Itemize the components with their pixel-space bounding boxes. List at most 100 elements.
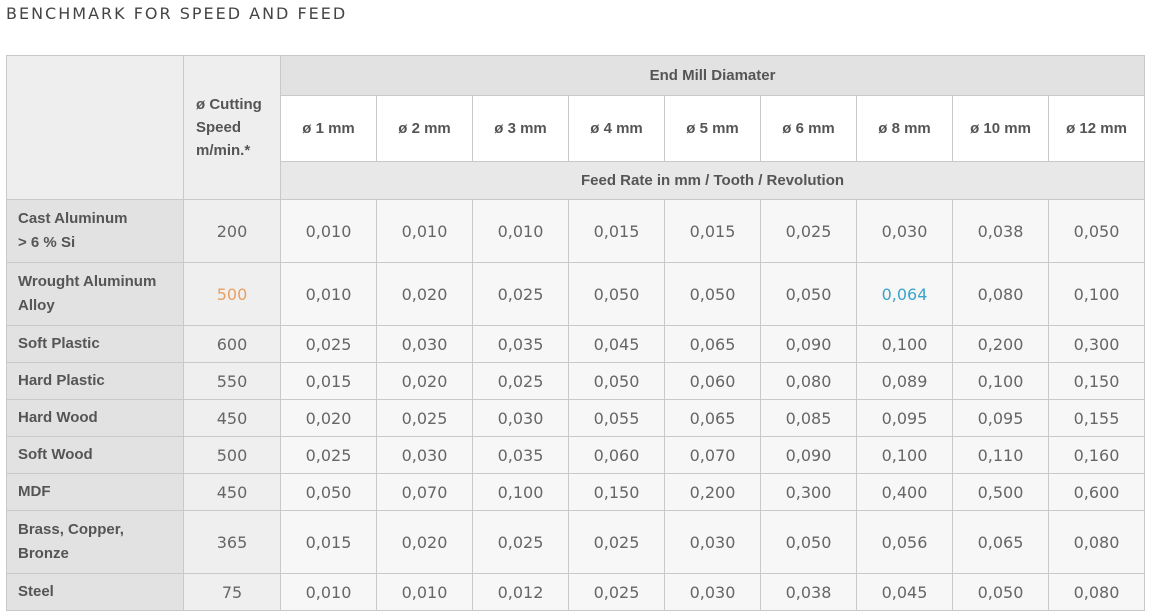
feed-rate-value: 0,025 bbox=[472, 510, 569, 574]
feed-rate-value: 0,030 bbox=[664, 510, 761, 574]
table-row: Hard Wood 450 0,020 0,025 0,030 0,055 0,065 0,0… bbox=[6, 399, 1146, 437]
table-row: Steel 75 0,010 0,010 0,012 0,025 0,030 0,038 0,0… bbox=[6, 573, 1146, 611]
feed-rate-value: 0,065 bbox=[952, 510, 1049, 574]
feed-rate-value: 0,045 bbox=[568, 325, 665, 363]
table-row: Brass, Copper, Bronze 365 0,015 0,020 0,025 0,… bbox=[6, 510, 1146, 574]
feed-rate-value: 0,060 bbox=[568, 436, 665, 474]
feed-rate-value: 0,150 bbox=[1047, 362, 1146, 400]
diameter-header: ø 4 mm bbox=[568, 95, 665, 162]
material-name: Cast Aluminum > 6 % Si bbox=[6, 199, 184, 263]
material-name: MDF bbox=[6, 473, 184, 511]
feed-rate-value: 0,050 bbox=[280, 473, 377, 511]
cutting-speed-value: 75 bbox=[183, 573, 281, 611]
feed-rate-value: 0,020 bbox=[376, 262, 473, 326]
feed-rate-value: 0,080 bbox=[952, 262, 1049, 326]
feed-rate-value: 0,010 bbox=[280, 573, 377, 611]
diameter-header: ø 12 mm bbox=[1047, 95, 1146, 162]
feed-rate-value: 0,300 bbox=[1047, 325, 1146, 363]
diameter-header: ø 10 mm bbox=[952, 95, 1049, 162]
cutting-speed-value: 600 bbox=[183, 325, 281, 363]
feed-rate-value: 0,090 bbox=[760, 325, 857, 363]
feed-rate-header: Feed Rate in mm / Tooth / Revolution bbox=[279, 161, 1146, 200]
feed-rate-value: 0,010 bbox=[376, 573, 473, 611]
cutting-speed-value: 450 bbox=[183, 473, 281, 511]
feed-rate-value: 0,015 bbox=[280, 362, 377, 400]
feed-rate-value: 0,038 bbox=[760, 573, 857, 611]
feed-rate-value: 0,080 bbox=[1047, 510, 1146, 574]
material-name: Wrought Aluminum Alloy bbox=[6, 262, 184, 326]
feed-rate-value: 0,030 bbox=[376, 325, 473, 363]
feed-rate-value: 0,050 bbox=[568, 362, 665, 400]
diameter-header: ø 6 mm bbox=[760, 95, 857, 162]
feed-rate-value: 0,080 bbox=[1047, 573, 1146, 611]
feed-rate-value: 0,025 bbox=[472, 262, 569, 326]
feed-rate-value: 0,020 bbox=[280, 399, 377, 437]
feed-rate-value: 0,056 bbox=[856, 510, 953, 574]
feed-rate-value: 0,025 bbox=[472, 362, 569, 400]
feed-rate-value: 0,095 bbox=[856, 399, 953, 437]
cutting-speed-value: 450 bbox=[183, 399, 281, 437]
feed-rate-value: 0,012 bbox=[472, 573, 569, 611]
feed-rate-value: 0,025 bbox=[760, 199, 857, 263]
table-row: MDF 450 0,050 0,070 0,100 0,150 0,200 0,300 0,40… bbox=[6, 473, 1146, 511]
cutting-speed-value: 500 bbox=[183, 436, 281, 474]
feed-rate-value: 0,015 bbox=[664, 199, 761, 263]
feed-rate-value: 0,090 bbox=[760, 436, 857, 474]
feed-rate-value: 0,030 bbox=[472, 399, 569, 437]
feed-rate-value: 0,030 bbox=[856, 199, 953, 263]
feed-rate-value: 0,100 bbox=[856, 436, 953, 474]
speed-feed-table: ø Cutting Speed m/min.* End Mill Diamate… bbox=[6, 55, 1146, 611]
feed-rate-value: 0,025 bbox=[568, 573, 665, 611]
feed-rate-value: 0,025 bbox=[280, 436, 377, 474]
material-name: Hard Plastic bbox=[6, 362, 184, 400]
feed-rate-value: 0,110 bbox=[952, 436, 1049, 474]
feed-rate-value: 0,070 bbox=[664, 436, 761, 474]
feed-rate-value: 0,300 bbox=[760, 473, 857, 511]
diameter-header-row: ø 1 mm ø 2 mm ø 3 mm ø 4 mm ø 5 mm ø 6 mm ø 8 … bbox=[7, 95, 1146, 162]
material-name: Soft Wood bbox=[6, 436, 184, 474]
table-body: Cast Aluminum > 6 % Si 200 0,010 0,010 0,010 0… bbox=[6, 199, 1146, 611]
feed-rate-value: 0,065 bbox=[664, 325, 761, 363]
feed-rate-value: 0,089 bbox=[856, 362, 953, 400]
feed-rate-value: 0,050 bbox=[1047, 199, 1146, 263]
feed-rate-value: 0,095 bbox=[952, 399, 1049, 437]
diameter-header: ø 3 mm bbox=[472, 95, 569, 162]
feed-rate-value: 0,100 bbox=[472, 473, 569, 511]
feed-rate-value: 0,100 bbox=[1047, 262, 1146, 326]
material-name: Hard Wood bbox=[6, 399, 184, 437]
table-row: Cast Aluminum > 6 % Si 200 0,010 0,010 0,010 0… bbox=[6, 199, 1146, 263]
feed-rate-value: 0,025 bbox=[376, 399, 473, 437]
cutting-speed-value: 550 bbox=[183, 362, 281, 400]
cutting-speed-header: ø Cutting Speed m/min.* bbox=[183, 55, 281, 200]
feed-rate-value: 0,050 bbox=[952, 573, 1049, 611]
table-row: Hard Plastic 550 0,015 0,020 0,025 0,050 0,060… bbox=[6, 362, 1146, 400]
feed-rate-value: 0,200 bbox=[952, 325, 1049, 363]
material-name: Steel bbox=[6, 573, 184, 611]
feed-rate-value: 0,050 bbox=[760, 510, 857, 574]
feed-rate-value: 0,035 bbox=[472, 325, 569, 363]
feed-rate-value: 0,050 bbox=[664, 262, 761, 326]
diameter-header: ø 8 mm bbox=[856, 95, 953, 162]
feed-rate-value: 0,200 bbox=[664, 473, 761, 511]
feed-rate-value: 0,038 bbox=[952, 199, 1049, 263]
cutting-speed-value: 200 bbox=[183, 199, 281, 263]
feed-rate-value: 0,025 bbox=[568, 510, 665, 574]
table-row: Soft Wood 500 0,025 0,030 0,035 0,060 0,070 0,0… bbox=[6, 436, 1146, 474]
corner-cell bbox=[6, 55, 184, 200]
material-name: Brass, Copper, Bronze bbox=[6, 510, 184, 574]
feed-rate-value: 0,150 bbox=[568, 473, 665, 511]
material-name: Soft Plastic bbox=[6, 325, 184, 363]
table-row: Wrought Aluminum Alloy 500 0,010 0,020 0,025 0… bbox=[6, 262, 1146, 326]
feed-rate-value: 0,080 bbox=[760, 362, 857, 400]
feed-rate-value: 0,070 bbox=[376, 473, 473, 511]
feed-rate-value: 0,050 bbox=[568, 262, 665, 326]
feed-rate-value: 0,045 bbox=[856, 573, 953, 611]
feed-rate-value: 0,160 bbox=[1047, 436, 1146, 474]
feed-rate-value: 0,010 bbox=[280, 199, 377, 263]
feed-rate-value: 0,060 bbox=[664, 362, 761, 400]
feed-rate-value: 0,025 bbox=[280, 325, 377, 363]
feed-rate-value: 0,064 bbox=[856, 262, 953, 326]
feed-rate-value: 0,050 bbox=[760, 262, 857, 326]
feed-rate-value: 0,100 bbox=[952, 362, 1049, 400]
diameter-header: ø 2 mm bbox=[376, 95, 473, 162]
